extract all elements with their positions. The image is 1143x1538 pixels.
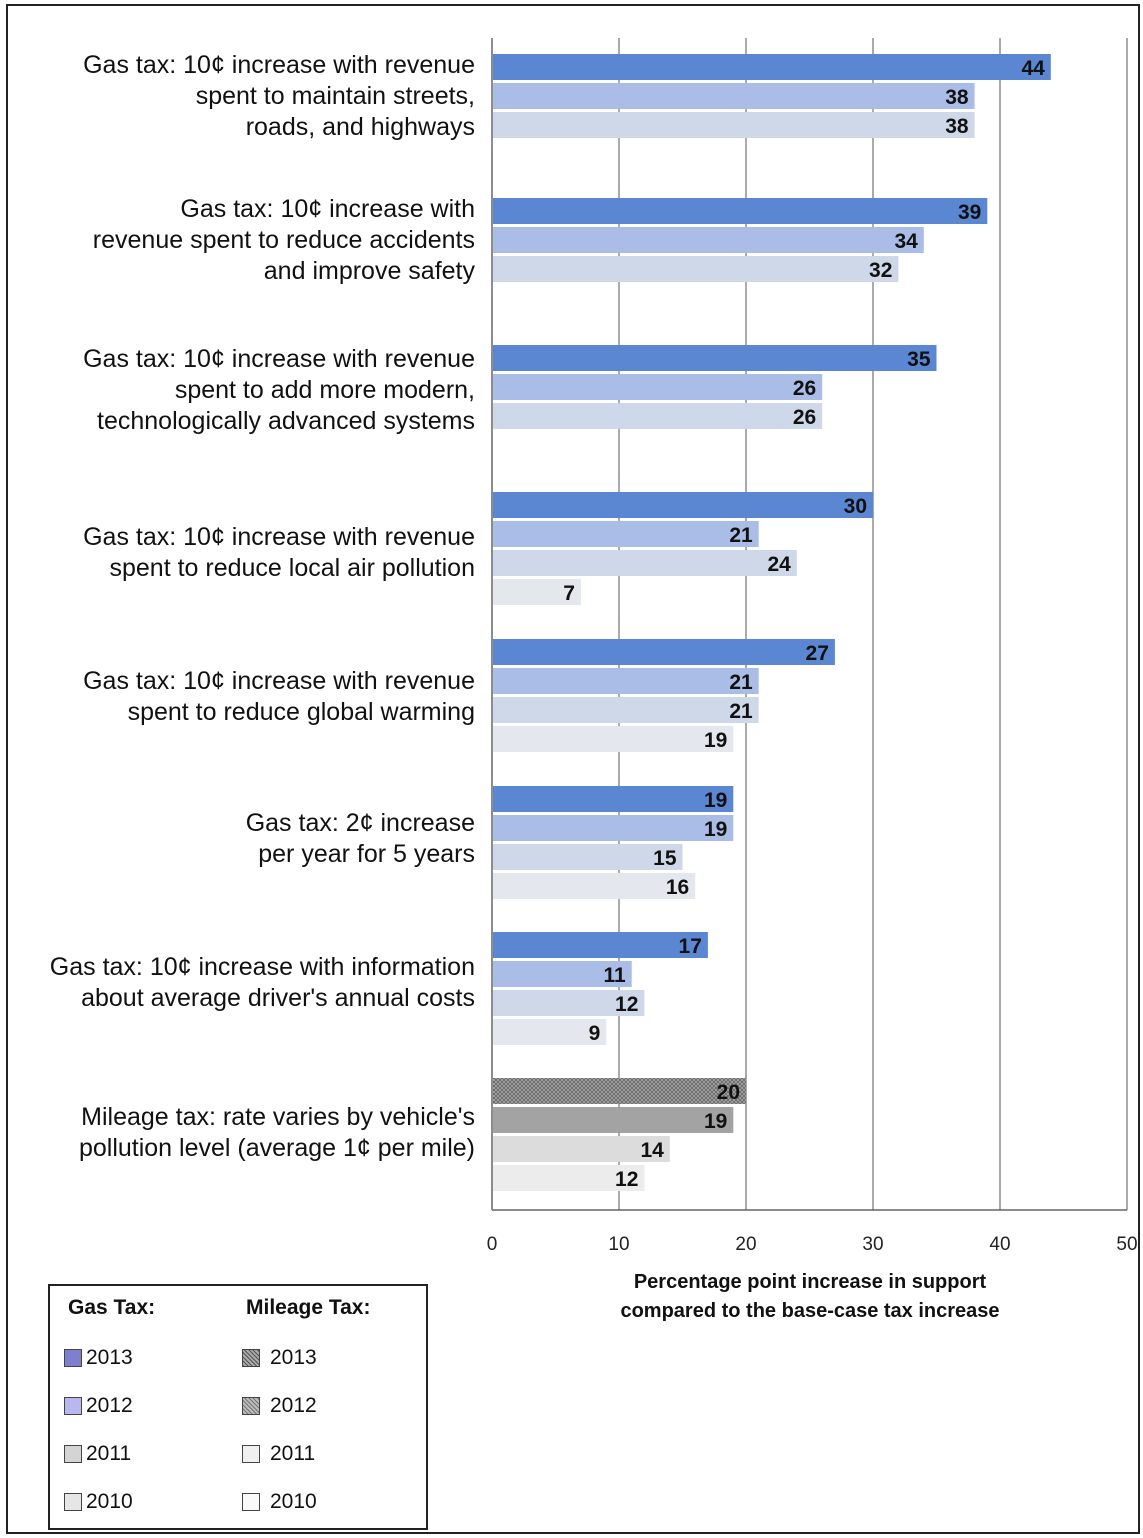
data-label: 44: [1021, 57, 1045, 80]
x-tick-label: 30: [862, 1234, 883, 1255]
chart-frame: [6, 4, 1140, 1534]
data-label: 19: [704, 1110, 727, 1133]
x-tick-label: 20: [735, 1234, 756, 1255]
data-label: 39: [958, 201, 981, 224]
category-label: Gas tax: 2¢ increase per year for 5 year…: [245, 809, 475, 868]
bar-2010: [493, 873, 696, 899]
legend-label: 2010: [270, 1490, 317, 1513]
bar-2011: [493, 844, 683, 870]
x-tick-label: 50: [1116, 1234, 1137, 1255]
data-label: 9: [589, 1022, 601, 1045]
bar-2013: [493, 932, 708, 958]
bar-2012: [493, 83, 975, 109]
data-label: 24: [767, 553, 791, 576]
category-label: Gas tax: 10¢ increase with information a…: [49, 953, 475, 1012]
legend-gas-2013: 2013: [64, 1346, 133, 1370]
bar-2010: [493, 1165, 645, 1191]
legend-label: 2011: [86, 1442, 132, 1465]
data-label: 21: [729, 524, 753, 547]
legend-mileage-2013: 2013: [242, 1346, 317, 1370]
data-label: 15: [653, 847, 677, 870]
legend-mileage-title: Mileage Tax:: [246, 1296, 371, 1319]
legend-gas-2012: 2012: [64, 1394, 133, 1418]
legend-label: 2012: [270, 1394, 317, 1417]
x-tick-label: 40: [989, 1234, 1010, 1255]
legend-label: 2011: [270, 1442, 316, 1465]
bar-2011: [493, 1136, 670, 1162]
data-label: 17: [679, 935, 702, 958]
x-tick-label: 0: [487, 1234, 498, 1255]
legend-mileage-2010: 2010: [242, 1490, 317, 1514]
data-label: 30: [844, 495, 867, 518]
category-label: Gas tax: 10¢ increase with revenue spent…: [83, 345, 475, 435]
data-label: 11: [603, 964, 626, 987]
bar-2012: [493, 374, 823, 400]
bar-2010: [493, 579, 581, 605]
data-label: 14: [640, 1139, 664, 1162]
legend-label: 2010: [86, 1490, 133, 1513]
bar-2011: [493, 697, 759, 723]
data-label: 32: [869, 259, 892, 282]
legend-label: 2013: [86, 1346, 133, 1369]
data-label: 19: [704, 789, 727, 812]
data-label: 38: [945, 86, 969, 109]
data-label: 35: [907, 348, 931, 371]
category-label: Gas tax: 10¢ increase with revenue spent…: [92, 195, 475, 285]
bar-2012: [493, 227, 924, 253]
bar-2011: [493, 550, 797, 576]
legend-gas-2011: 2011: [64, 1442, 131, 1466]
legend-label: 2013: [270, 1346, 317, 1369]
data-label: 12: [615, 1168, 638, 1191]
category-label: Gas tax: 10¢ increase with revenue spent…: [83, 667, 475, 726]
bar-2013: [493, 345, 937, 371]
data-label: 34: [894, 230, 918, 253]
bar-2012: [493, 668, 759, 694]
bar-2013: [493, 786, 734, 812]
bar-2010: [493, 726, 734, 752]
bar-2012: [493, 961, 632, 987]
data-label: 38: [945, 115, 969, 138]
data-label: 27: [806, 642, 829, 665]
bar-2013: [493, 1078, 746, 1104]
data-label: 21: [729, 671, 753, 694]
data-label: 12: [615, 993, 638, 1016]
data-label: 19: [704, 729, 727, 752]
legend-gas-2010: 2010: [64, 1490, 133, 1514]
legend: Gas Tax: Mileage Tax: 2013 2012 2011 201…: [48, 1284, 428, 1530]
legend-mileage-2011: 2011: [242, 1442, 315, 1466]
bar-2011: [493, 256, 899, 282]
bar-2012: [493, 1107, 734, 1133]
legend-gas-title: Gas Tax:: [68, 1296, 156, 1319]
legend-mileage-2012: 2012: [242, 1394, 317, 1418]
x-axis-title: Percentage point increase in support com…: [620, 1271, 1000, 1322]
category-label: Gas tax: 10¢ increase with revenue spent…: [83, 51, 475, 141]
category-label: Mileage tax: rate varies by vehicle's po…: [78, 1103, 475, 1162]
bar-2010: [493, 1019, 607, 1045]
data-label: 20: [717, 1081, 740, 1104]
data-label: 16: [666, 876, 689, 899]
data-label: 26: [793, 377, 816, 400]
x-tick-label: 10: [608, 1234, 629, 1255]
bar-2013: [493, 492, 873, 518]
legend-label: 2012: [86, 1394, 133, 1417]
data-label: 26: [793, 406, 816, 429]
bar-2013: [493, 198, 988, 224]
data-label: 7: [563, 582, 575, 605]
bar-2013: [493, 54, 1051, 80]
bar-2012: [493, 815, 734, 841]
data-label: 21: [729, 700, 753, 723]
bar-2011: [493, 990, 645, 1016]
bar-2011: [493, 403, 823, 429]
data-label: 19: [704, 818, 727, 841]
bar-2013: [493, 639, 835, 665]
bar-2011: [493, 112, 975, 138]
category-label: Gas tax: 10¢ increase with revenue spent…: [83, 523, 475, 582]
bar-2012: [493, 521, 759, 547]
